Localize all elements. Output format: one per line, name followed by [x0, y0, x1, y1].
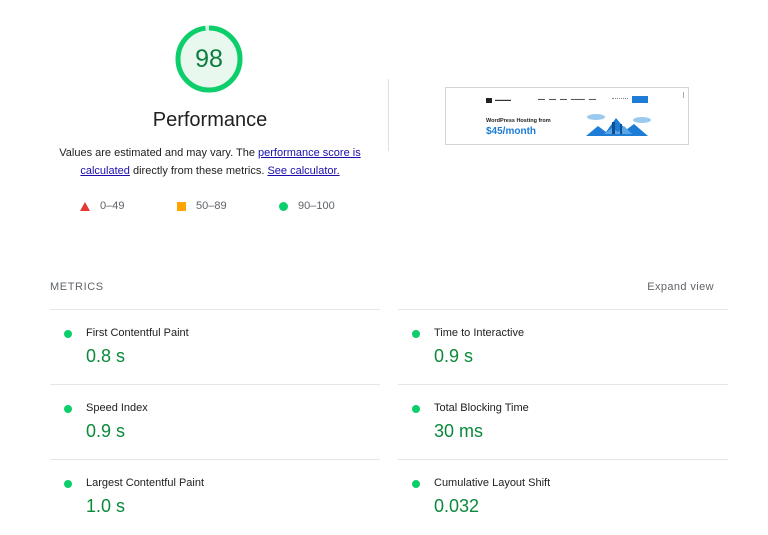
metric-speed-index: Speed Index 0.9 s: [50, 384, 370, 444]
metrics-heading: METRICS: [50, 281, 104, 293]
legend-label: 0–49: [100, 200, 125, 212]
metric-value: 0.9 s: [86, 421, 126, 441]
metric-label: Cumulative Layout Shift: [434, 477, 551, 489]
pass-status-icon: [64, 405, 72, 413]
site-price: $45/month: [486, 126, 537, 137]
score-value: 98: [195, 44, 223, 73]
site-brand-mark: ▬▬▬▬: [495, 97, 511, 102]
see-calculator-link[interactable]: See calculator.: [267, 165, 340, 177]
metric-divider: [398, 309, 728, 310]
performance-score-link[interactable]: performance score is calculated: [80, 147, 361, 177]
metric-first-contentful-paint: First Contentful Paint 0.8 s: [50, 309, 370, 369]
pass-status-icon: [64, 480, 72, 488]
expand-view-toggle[interactable]: Expand view: [647, 281, 714, 293]
pass-status-icon: [412, 330, 420, 338]
metric-label: Speed Index: [86, 402, 148, 414]
legend-item-average: 50–89: [177, 200, 227, 212]
thumbnail-scrollbar: [683, 92, 684, 98]
metric-label: Time to Interactive: [434, 327, 525, 339]
square-icon: [177, 201, 186, 211]
metric-label: Largest Contentful Paint: [86, 477, 205, 489]
metric-largest-contentful-paint: Largest Contentful Paint 1.0 s: [50, 459, 370, 519]
metric-value: 30 ms: [434, 421, 484, 441]
pass-status-icon: [412, 405, 420, 413]
pass-status-icon: [412, 480, 420, 488]
metric-value: 1.0 s: [86, 496, 126, 516]
metric-divider: [50, 384, 380, 385]
category-title: Performance: [152, 109, 268, 131]
pass-status-icon: [64, 330, 72, 338]
site-logo-icon: [486, 98, 492, 103]
description-text-prefix: Values are estimated and may vary. The: [59, 147, 258, 159]
metric-value: 0.8 s: [86, 346, 126, 366]
final-screenshot-thumbnail[interactable]: ▬▬▬▬ ▬▬ ▬▬ ▬▬ ▬▬▬▬ ▬▬ WordPress Hosting …: [445, 87, 689, 145]
metric-total-blocking-time: Total Blocking Time 30 ms: [398, 384, 718, 444]
metric-divider: [50, 459, 380, 460]
description-text-middle: directly from these metrics.: [129, 165, 268, 177]
site-headline: WordPress Hosting from: [486, 118, 551, 124]
score-gauge: 98: [174, 24, 244, 94]
metric-cumulative-layout-shift: Cumulative Layout Shift 0.032: [398, 459, 718, 519]
metric-value: 0.032: [434, 496, 480, 516]
metric-divider: [398, 384, 728, 385]
site-nav-icons: [612, 98, 628, 103]
legend-item-pass: 90–100: [279, 200, 335, 212]
legend-label: 50–89: [196, 200, 227, 212]
metric-divider: [398, 459, 728, 460]
legend-label: 90–100: [298, 200, 335, 212]
metric-divider: [50, 309, 380, 310]
score-gauge-ring: [175, 25, 243, 93]
site-nav-mark: ▬▬ ▬▬ ▬▬ ▬▬▬▬ ▬▬: [538, 97, 596, 101]
vertical-divider: [388, 79, 389, 151]
score-description: Values are estimated and may vary. The p…: [50, 144, 370, 180]
metric-label: First Contentful Paint: [86, 327, 189, 339]
circle-icon: [279, 201, 288, 211]
legend-item-fail: 0–49: [80, 200, 124, 212]
hero-illustration-icon: [586, 114, 651, 136]
metric-time-to-interactive: Time to Interactive 0.9 s: [398, 309, 718, 369]
metric-value: 0.9 s: [434, 346, 474, 366]
triangle-icon: [80, 201, 90, 211]
site-cta-button: [632, 96, 648, 103]
metric-label: Total Blocking Time: [434, 402, 529, 414]
